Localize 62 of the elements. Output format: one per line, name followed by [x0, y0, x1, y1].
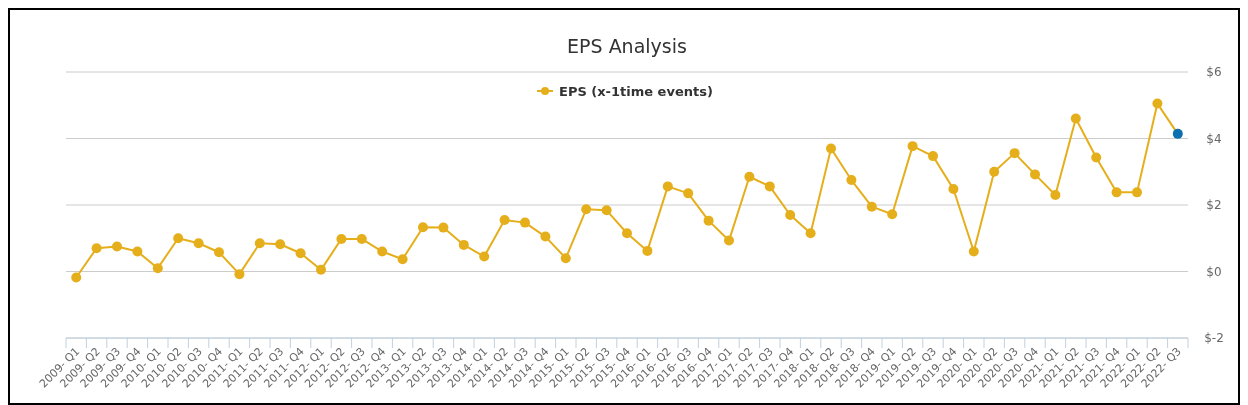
point	[1152, 98, 1163, 109]
y-tick-label: $2	[1206, 198, 1222, 212]
y-tick-label: $-2	[1204, 331, 1224, 345]
point	[581, 204, 592, 215]
point	[152, 263, 163, 274]
chart-title: EPS Analysis	[567, 35, 687, 57]
point	[1050, 190, 1061, 201]
point	[479, 251, 490, 262]
point	[234, 269, 245, 280]
point	[214, 247, 224, 258]
point	[540, 231, 551, 242]
point	[173, 233, 184, 244]
point	[846, 175, 857, 186]
point	[764, 181, 775, 192]
point	[826, 143, 836, 154]
point	[336, 233, 347, 244]
point	[928, 151, 938, 162]
point	[1111, 187, 1122, 198]
point	[438, 222, 449, 233]
point	[193, 238, 204, 249]
point	[601, 205, 612, 216]
point	[254, 238, 265, 249]
point	[377, 246, 388, 257]
point	[662, 181, 673, 192]
point	[397, 254, 408, 265]
point	[1009, 148, 1020, 159]
point	[744, 171, 755, 182]
point	[703, 215, 714, 226]
point	[805, 228, 816, 239]
point	[907, 141, 918, 152]
point	[724, 235, 734, 246]
point	[418, 222, 428, 233]
point	[91, 243, 102, 254]
point	[948, 184, 959, 195]
point	[866, 201, 877, 212]
point	[1172, 128, 1183, 139]
point	[356, 233, 367, 244]
point	[785, 209, 796, 220]
y-tick-label: $4	[1206, 131, 1222, 146]
point	[887, 209, 898, 220]
point	[1132, 187, 1142, 198]
point	[112, 241, 122, 252]
point	[275, 239, 286, 250]
point	[642, 245, 653, 256]
point	[560, 253, 571, 264]
point	[1091, 152, 1102, 163]
point	[1070, 113, 1081, 124]
point	[683, 188, 694, 199]
y-tick-label: $6	[1206, 65, 1222, 79]
point	[622, 228, 632, 239]
legend-label: EPS (x-1time events)	[559, 83, 713, 99]
point	[989, 166, 1000, 177]
point	[499, 214, 510, 225]
y-tick-label: $0	[1206, 264, 1222, 279]
point	[520, 217, 530, 228]
point	[132, 246, 143, 257]
point	[71, 272, 82, 283]
point	[1030, 169, 1040, 180]
point	[968, 246, 979, 257]
point	[458, 239, 469, 250]
point	[316, 264, 326, 275]
point	[295, 248, 306, 259]
